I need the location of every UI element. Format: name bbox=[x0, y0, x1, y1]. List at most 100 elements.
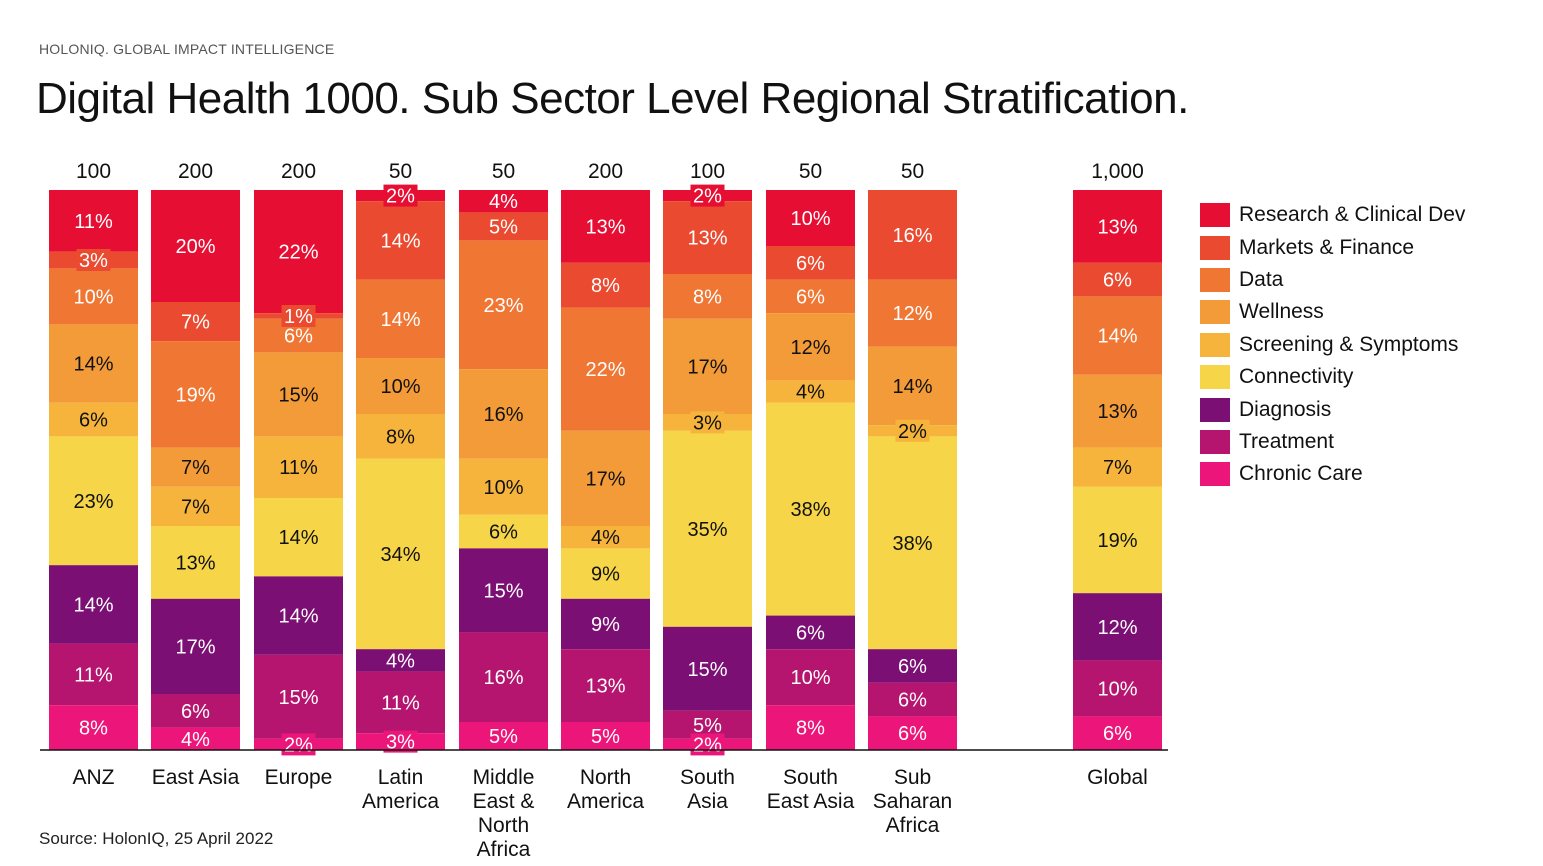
data-label: 6% bbox=[898, 723, 927, 745]
category-label: America bbox=[567, 790, 644, 813]
bar-segment bbox=[254, 436, 343, 498]
data-label: 2% bbox=[898, 421, 927, 443]
data-label: 10% bbox=[790, 208, 830, 230]
data-label: 15% bbox=[278, 687, 318, 709]
data-label: 3% bbox=[693, 412, 722, 434]
data-label: 5% bbox=[489, 216, 518, 238]
legend-label: Data bbox=[1239, 267, 1284, 291]
data-label: 12% bbox=[1097, 617, 1137, 639]
data-label: 17% bbox=[687, 356, 727, 378]
bar-segment bbox=[766, 313, 855, 381]
legend-item: Chronic Care bbox=[1200, 458, 1465, 490]
data-label: 14% bbox=[380, 309, 420, 331]
bar-segment bbox=[151, 727, 240, 750]
bar-segment bbox=[459, 722, 548, 750]
bar-segment bbox=[151, 447, 240, 487]
data-label: 2% bbox=[693, 734, 722, 756]
bar-segment bbox=[151, 302, 240, 342]
label-background bbox=[895, 419, 930, 442]
bar-segment bbox=[254, 576, 343, 655]
total-label: 50 bbox=[901, 160, 924, 183]
data-label: 15% bbox=[278, 384, 318, 406]
bar-segment bbox=[151, 190, 240, 302]
legend-label: Chronic Care bbox=[1239, 462, 1363, 486]
source-note: Source: HolonIQ, 25 April 2022 bbox=[39, 829, 274, 848]
data-label: 9% bbox=[591, 614, 620, 636]
bar-segment bbox=[459, 240, 548, 370]
bar-segment bbox=[766, 246, 855, 280]
bar-segment bbox=[1073, 296, 1162, 375]
legend-swatch bbox=[1200, 267, 1230, 292]
bar-segment bbox=[356, 358, 445, 414]
data-label: 7% bbox=[181, 457, 210, 479]
data-label: 1% bbox=[284, 306, 313, 328]
data-label: 6% bbox=[1103, 270, 1132, 292]
bar-segment bbox=[766, 279, 855, 314]
bar-segment bbox=[868, 649, 957, 683]
data-label: 2% bbox=[284, 734, 313, 756]
bar-segment bbox=[49, 268, 138, 325]
legend-swatch bbox=[1200, 300, 1230, 325]
data-label: 14% bbox=[380, 230, 420, 252]
data-label: 8% bbox=[79, 718, 108, 740]
legend-item: Data bbox=[1200, 264, 1465, 296]
bar-segment bbox=[1073, 593, 1162, 661]
label-background bbox=[76, 249, 111, 271]
bar-segment bbox=[356, 279, 445, 358]
data-label: 34% bbox=[380, 544, 420, 566]
legend-label: Diagnosis bbox=[1239, 397, 1332, 421]
bar-segment bbox=[766, 649, 855, 706]
bar-segment bbox=[356, 201, 445, 280]
bar-segment bbox=[1073, 190, 1162, 263]
data-label: 11% bbox=[74, 664, 113, 686]
bar-segment bbox=[49, 324, 138, 403]
bar-segment bbox=[49, 705, 138, 750]
bar-segment bbox=[1073, 374, 1162, 448]
chart-title: Digital Health 1000. Sub Sector Level Re… bbox=[36, 74, 1189, 123]
bar-segment bbox=[766, 380, 855, 403]
bar-segment bbox=[356, 649, 445, 672]
data-label: 8% bbox=[693, 286, 722, 308]
eyebrow: HOLONIQ. GLOBAL IMPACT INTELLIGENCE bbox=[39, 41, 335, 57]
data-label: 10% bbox=[483, 477, 523, 499]
bar-segment bbox=[151, 598, 240, 694]
bar-segment bbox=[459, 514, 548, 549]
bar-segment bbox=[49, 643, 138, 706]
legend-item: Treatment bbox=[1200, 426, 1465, 458]
legend-swatch bbox=[1200, 397, 1230, 422]
bar-segment bbox=[49, 402, 138, 437]
label-background bbox=[690, 184, 725, 207]
legend-label: Markets & Finance bbox=[1239, 235, 1415, 259]
data-label: 4% bbox=[591, 527, 620, 549]
data-label: 15% bbox=[687, 659, 727, 681]
bar-segment bbox=[663, 274, 752, 319]
bar-segment bbox=[459, 548, 548, 633]
bar-segment bbox=[254, 352, 343, 437]
category-label: Asia bbox=[687, 790, 728, 813]
data-label: 23% bbox=[73, 491, 113, 513]
category-label: Europe bbox=[265, 766, 333, 789]
bar-segment bbox=[1073, 447, 1162, 487]
total-label: 100 bbox=[76, 160, 111, 183]
bar-segment bbox=[1073, 262, 1162, 297]
bar-segment bbox=[459, 458, 548, 515]
data-label: 19% bbox=[175, 384, 215, 406]
data-label: 6% bbox=[898, 690, 927, 712]
bar-segment bbox=[766, 705, 855, 750]
bar-segment bbox=[868, 346, 957, 426]
data-label: 6% bbox=[796, 622, 825, 644]
data-label: 6% bbox=[796, 253, 825, 275]
bar-segment bbox=[151, 694, 240, 728]
bar-segment bbox=[1073, 660, 1162, 717]
data-label: 15% bbox=[483, 580, 523, 602]
legend-item: Wellness bbox=[1200, 296, 1465, 328]
label-background bbox=[281, 305, 316, 327]
data-label: 20% bbox=[175, 236, 215, 258]
data-label: 6% bbox=[1103, 723, 1132, 745]
bar-segment bbox=[151, 526, 240, 599]
bar-segment bbox=[561, 598, 650, 650]
bar-segment bbox=[1073, 486, 1162, 594]
data-label: 3% bbox=[79, 250, 108, 272]
bar-segment bbox=[561, 307, 650, 431]
data-label: 7% bbox=[1103, 457, 1132, 479]
